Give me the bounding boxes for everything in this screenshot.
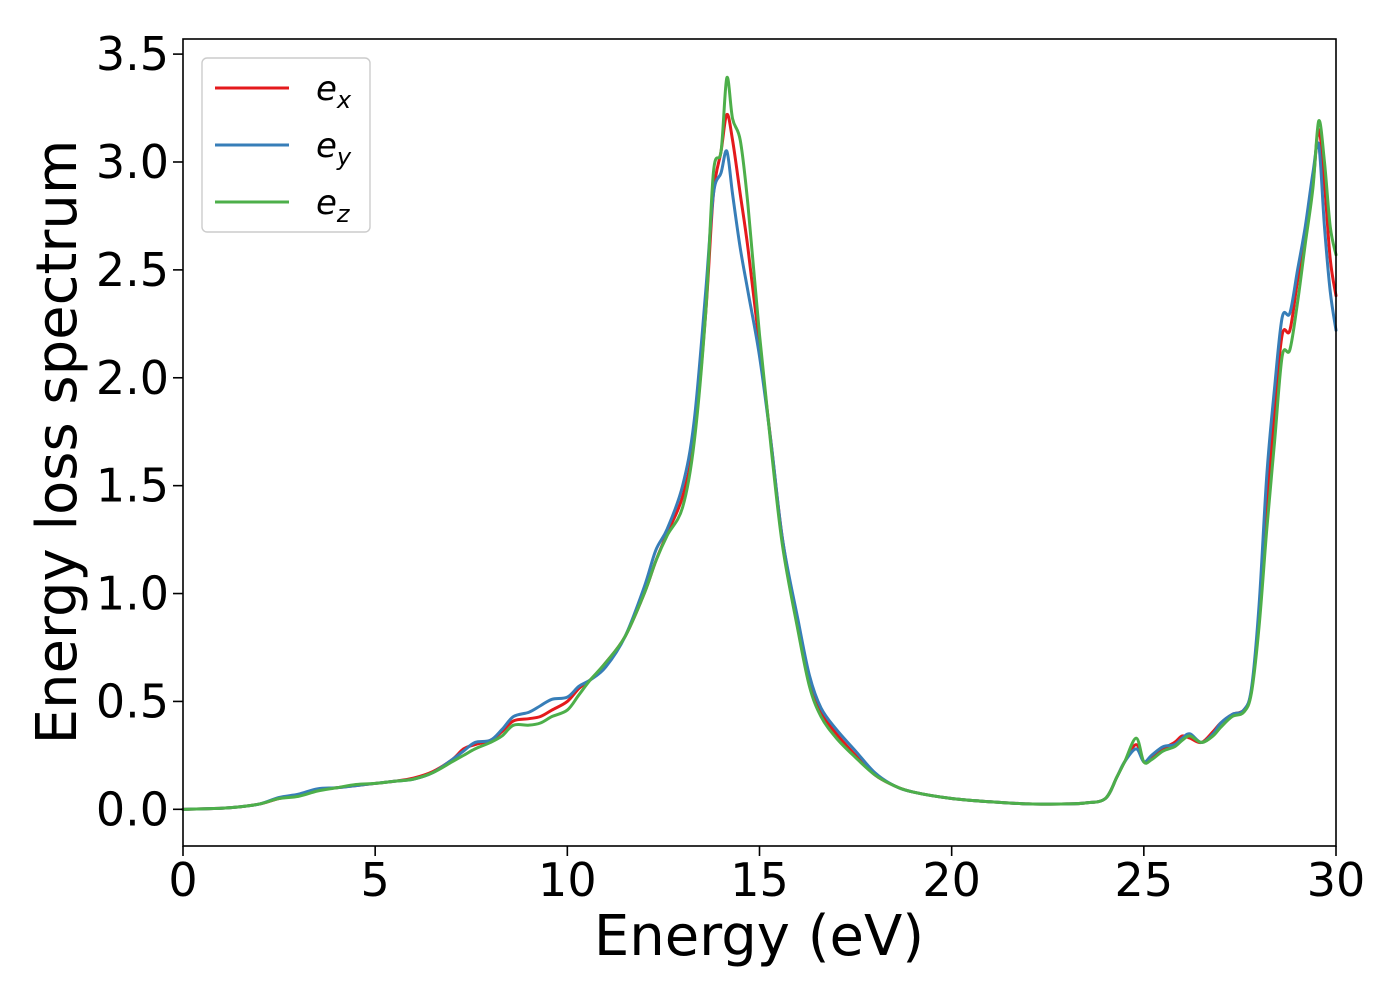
- legend-label-z: ez: [316, 183, 351, 228]
- y-tick-label: 3.0: [96, 135, 169, 189]
- x-tick-label: 15: [730, 853, 789, 907]
- y-tick-label: 1.0: [96, 567, 169, 621]
- y-tick-label: 2.5: [96, 243, 169, 297]
- y-axis-ticks: 0.0 0.5 1.0 1.5 2.0 2.5 3.0 3.5: [96, 27, 183, 836]
- plot-background: [183, 39, 1336, 846]
- y-axis-label: Energy loss spectrum: [25, 140, 90, 745]
- y-tick-label: 2.0: [96, 351, 169, 405]
- x-tick-label: 20: [922, 853, 981, 907]
- legend-label-x: ex: [316, 69, 352, 114]
- series-layer: [181, 76, 1338, 811]
- x-axis-ticks: 0 5 10 15 20 25 30: [168, 846, 1365, 907]
- x-axis-label: Energy (eV): [594, 904, 924, 969]
- x-tick-label: 10: [538, 853, 597, 907]
- x-tick-label: 0: [168, 853, 197, 907]
- y-tick-label: 0.5: [96, 674, 169, 728]
- y-tick-label: 0.0: [96, 782, 169, 836]
- x-tick-label: 30: [1307, 853, 1366, 907]
- legend: ex ey ez: [201, 57, 371, 233]
- y-tick-label: 3.5: [96, 27, 169, 81]
- x-tick-label: 25: [1115, 853, 1174, 907]
- series-line-z: [181, 76, 1338, 811]
- legend-label-y: ey: [316, 126, 352, 171]
- y-tick-label: 1.5: [96, 459, 169, 513]
- x-tick-label: 5: [361, 853, 390, 907]
